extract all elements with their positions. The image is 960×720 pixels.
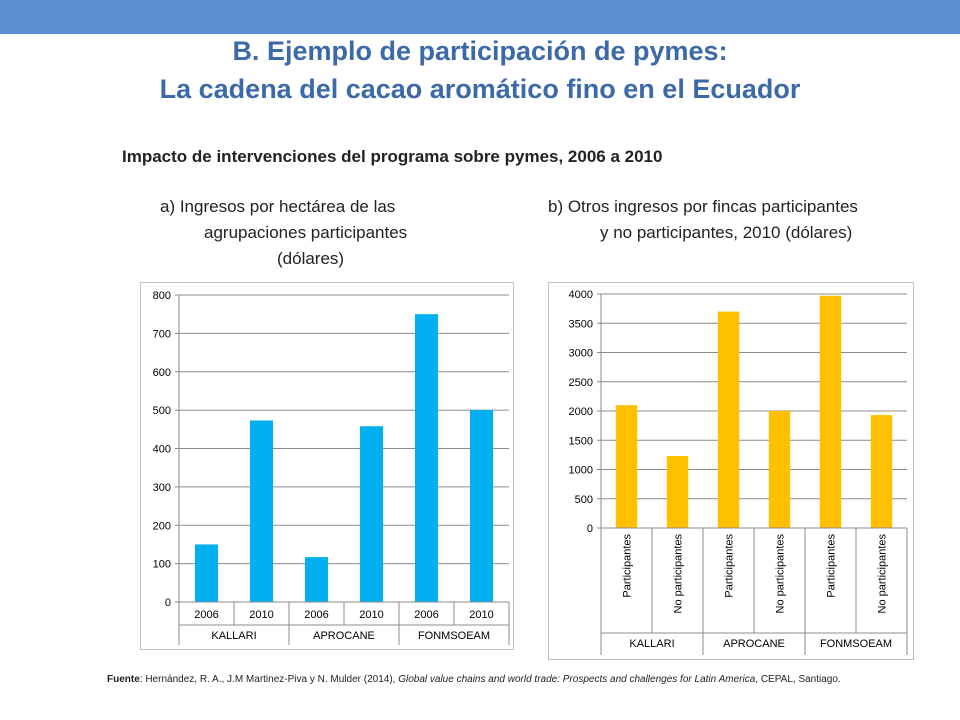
source-text: : Hernández, R. A., J.M Martinez-Piva y … <box>139 674 399 685</box>
chart-a-group-label: KALLARI <box>211 630 256 642</box>
chart-b-group-label: FONMSOEAM <box>820 638 892 650</box>
chart-b-caption: b) Otros ingresos por fincas participant… <box>548 194 858 246</box>
chart-a-bar <box>414 314 439 602</box>
source-title: Global value chains and world trade: Pro… <box>398 674 756 685</box>
chart-b-ytick-label: 2500 <box>569 377 593 389</box>
chart-b-ytick-label: 3500 <box>569 318 593 330</box>
chart-a-ytick-label: 200 <box>153 520 171 532</box>
chart-a-ytick-label: 600 <box>153 367 171 379</box>
chart-a: 0 100 200 300 400 500 600 700 800 2006 2010 2006 201… <box>140 282 514 650</box>
source-footnote: Fuente: Hernández, R. A., J.M Martinez-P… <box>107 672 937 688</box>
chart-a-caption-line1: a) Ingresos por hectárea de las <box>160 197 396 216</box>
chart-b-category-label: Participantes <box>826 534 838 598</box>
slide-subtitle: Impacto de intervenciones del programa s… <box>122 147 663 166</box>
chart-b-ytick-label: 3000 <box>569 348 593 360</box>
chart-a-category-label: 2010 <box>469 609 493 621</box>
chart-a-ytick-label: 300 <box>153 482 171 494</box>
chart-b-bar <box>666 456 689 528</box>
source-label: Fuente <box>107 674 140 685</box>
slide-title-line1: B. Ejemplo de participación de pymes: <box>232 36 728 66</box>
chart-b: 0 500 1000 1500 2000 2500 3000 3500 4000 Particip… <box>548 282 914 660</box>
chart-b-bar <box>615 405 638 528</box>
chart-a-category-label: 2010 <box>359 609 383 621</box>
chart-a-caption-line3: (dólares) <box>277 249 345 268</box>
chart-b-category-label: No participantes <box>775 534 787 614</box>
chart-b-group-label: KALLARI <box>629 638 674 650</box>
chart-a-category-label: 2006 <box>414 609 438 621</box>
chart-a-ytick-label: 700 <box>153 328 171 340</box>
chart-a-caption-line2: agrupaciones participantes <box>204 223 408 242</box>
chart-b-caption-line2: y no participantes, 2010 (dólares) <box>600 223 853 242</box>
chart-b-bar <box>870 415 893 528</box>
chart-b-ytick-label: 1500 <box>569 435 593 447</box>
chart-a-ytick-label: 800 <box>153 290 171 302</box>
chart-a-category-label: 2006 <box>304 609 328 621</box>
chart-a-caption: a) Ingresos por hectárea de las agrupaci… <box>160 194 407 272</box>
slide-title-line2: La cadena del cacao aromático fino en el… <box>159 74 801 104</box>
chart-a-bar <box>359 426 384 602</box>
chart-a-bar <box>469 410 494 602</box>
chart-b-plot: 0 500 1000 1500 2000 2500 3000 3500 4000 Particip… <box>569 289 908 655</box>
chart-b-category-label: No participantes <box>877 534 889 614</box>
chart-a-category-label: 2010 <box>249 609 273 621</box>
source-tail: , CEPAL, Santiago. <box>755 674 841 685</box>
chart-b-ytick-label: 500 <box>575 494 593 506</box>
chart-a-ytick-label: 100 <box>153 559 171 571</box>
chart-a-group-label: APROCANE <box>313 630 375 642</box>
chart-b-category-label: No participantes <box>673 534 685 614</box>
chart-a-ytick-label: 400 <box>153 444 171 456</box>
chart-b-group-label: APROCANE <box>723 638 785 650</box>
chart-a-ytick-label: 0 <box>165 597 171 609</box>
chart-a-bar <box>304 557 329 602</box>
top-accent-bar <box>0 0 960 34</box>
chart-b-ytick-label: 1000 <box>569 465 593 477</box>
chart-b-ytick-label: 0 <box>587 523 593 535</box>
chart-a-group-label: FONMSOEAM <box>418 630 490 642</box>
chart-b-caption-line1: b) Otros ingresos por fincas participant… <box>548 197 858 216</box>
chart-a-ytick-label: 500 <box>153 405 171 417</box>
chart-b-bar <box>768 411 791 528</box>
chart-b-bar <box>819 295 842 528</box>
chart-a-bar <box>249 420 274 602</box>
chart-b-ytick-label: 4000 <box>569 289 593 301</box>
chart-b-bar <box>717 311 740 528</box>
chart-b-category-label: Participantes <box>622 534 634 598</box>
chart-b-ytick-label: 2000 <box>569 406 593 418</box>
chart-b-category-label: Participantes <box>724 534 736 598</box>
chart-a-plot: 0 100 200 300 400 500 600 700 800 2006 2010 2006 201… <box>153 290 510 645</box>
chart-a-category-label: 2006 <box>194 609 218 621</box>
chart-a-bar <box>194 544 219 602</box>
